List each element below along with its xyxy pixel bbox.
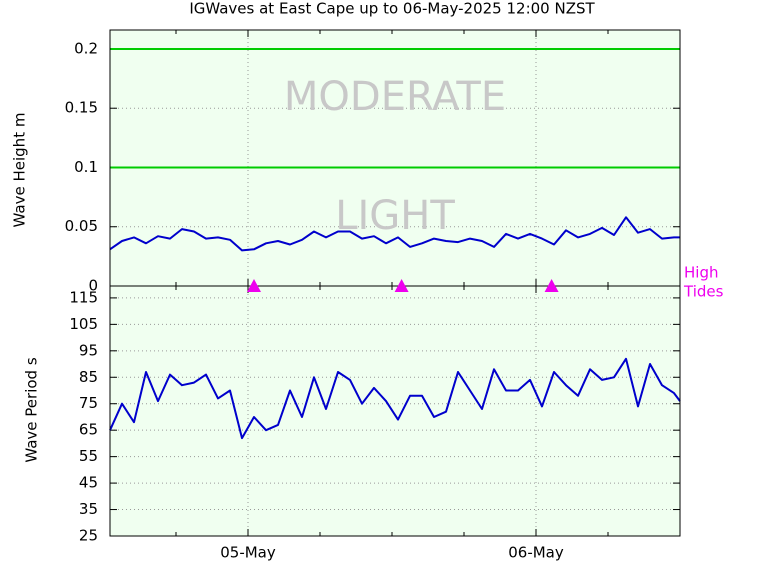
y-tick-label: 45 (79, 474, 98, 492)
y-tick-label: 85 (79, 368, 98, 386)
tide-label: Tides (683, 283, 724, 301)
y-tick-label: 55 (79, 447, 98, 465)
plot-area (110, 30, 680, 286)
y-tick-label: 0.05 (65, 217, 98, 235)
high-tide-marker (247, 279, 261, 292)
y-axis-label: Wave Period s (23, 357, 41, 462)
y-tick-label: 115 (69, 288, 98, 306)
y-tick-label: 0.1 (74, 158, 98, 176)
y-tick-label: 35 (79, 500, 98, 518)
high-tide-marker (544, 279, 559, 292)
y-axis-label: Wave Height m (11, 113, 29, 228)
high-tide-marker (394, 279, 409, 292)
plot-frame (109, 285, 681, 537)
y-tick-label: 0.15 (65, 99, 98, 117)
zone-label: MODERATE (284, 74, 506, 120)
y-tick-label: 65 (79, 421, 98, 439)
plot-area (110, 286, 680, 536)
y-tick-label: 95 (79, 341, 98, 359)
y-tick-label: 25 (79, 527, 98, 545)
data-line (109, 216, 680, 252)
tide-label: High (684, 264, 718, 282)
x-tick-label: 05-May (220, 544, 276, 562)
y-tick-label: 0 (88, 277, 98, 295)
y-tick-label: 0.2 (74, 39, 98, 57)
data-line (109, 357, 681, 440)
y-tick-label: 105 (69, 315, 98, 333)
y-tick-label: 75 (79, 394, 98, 412)
x-tick-label: 06-May (508, 544, 564, 562)
chart-title: IGWaves at East Cape up to 06-May-2025 1… (189, 0, 595, 18)
zone-label: LIGHT (335, 193, 455, 239)
